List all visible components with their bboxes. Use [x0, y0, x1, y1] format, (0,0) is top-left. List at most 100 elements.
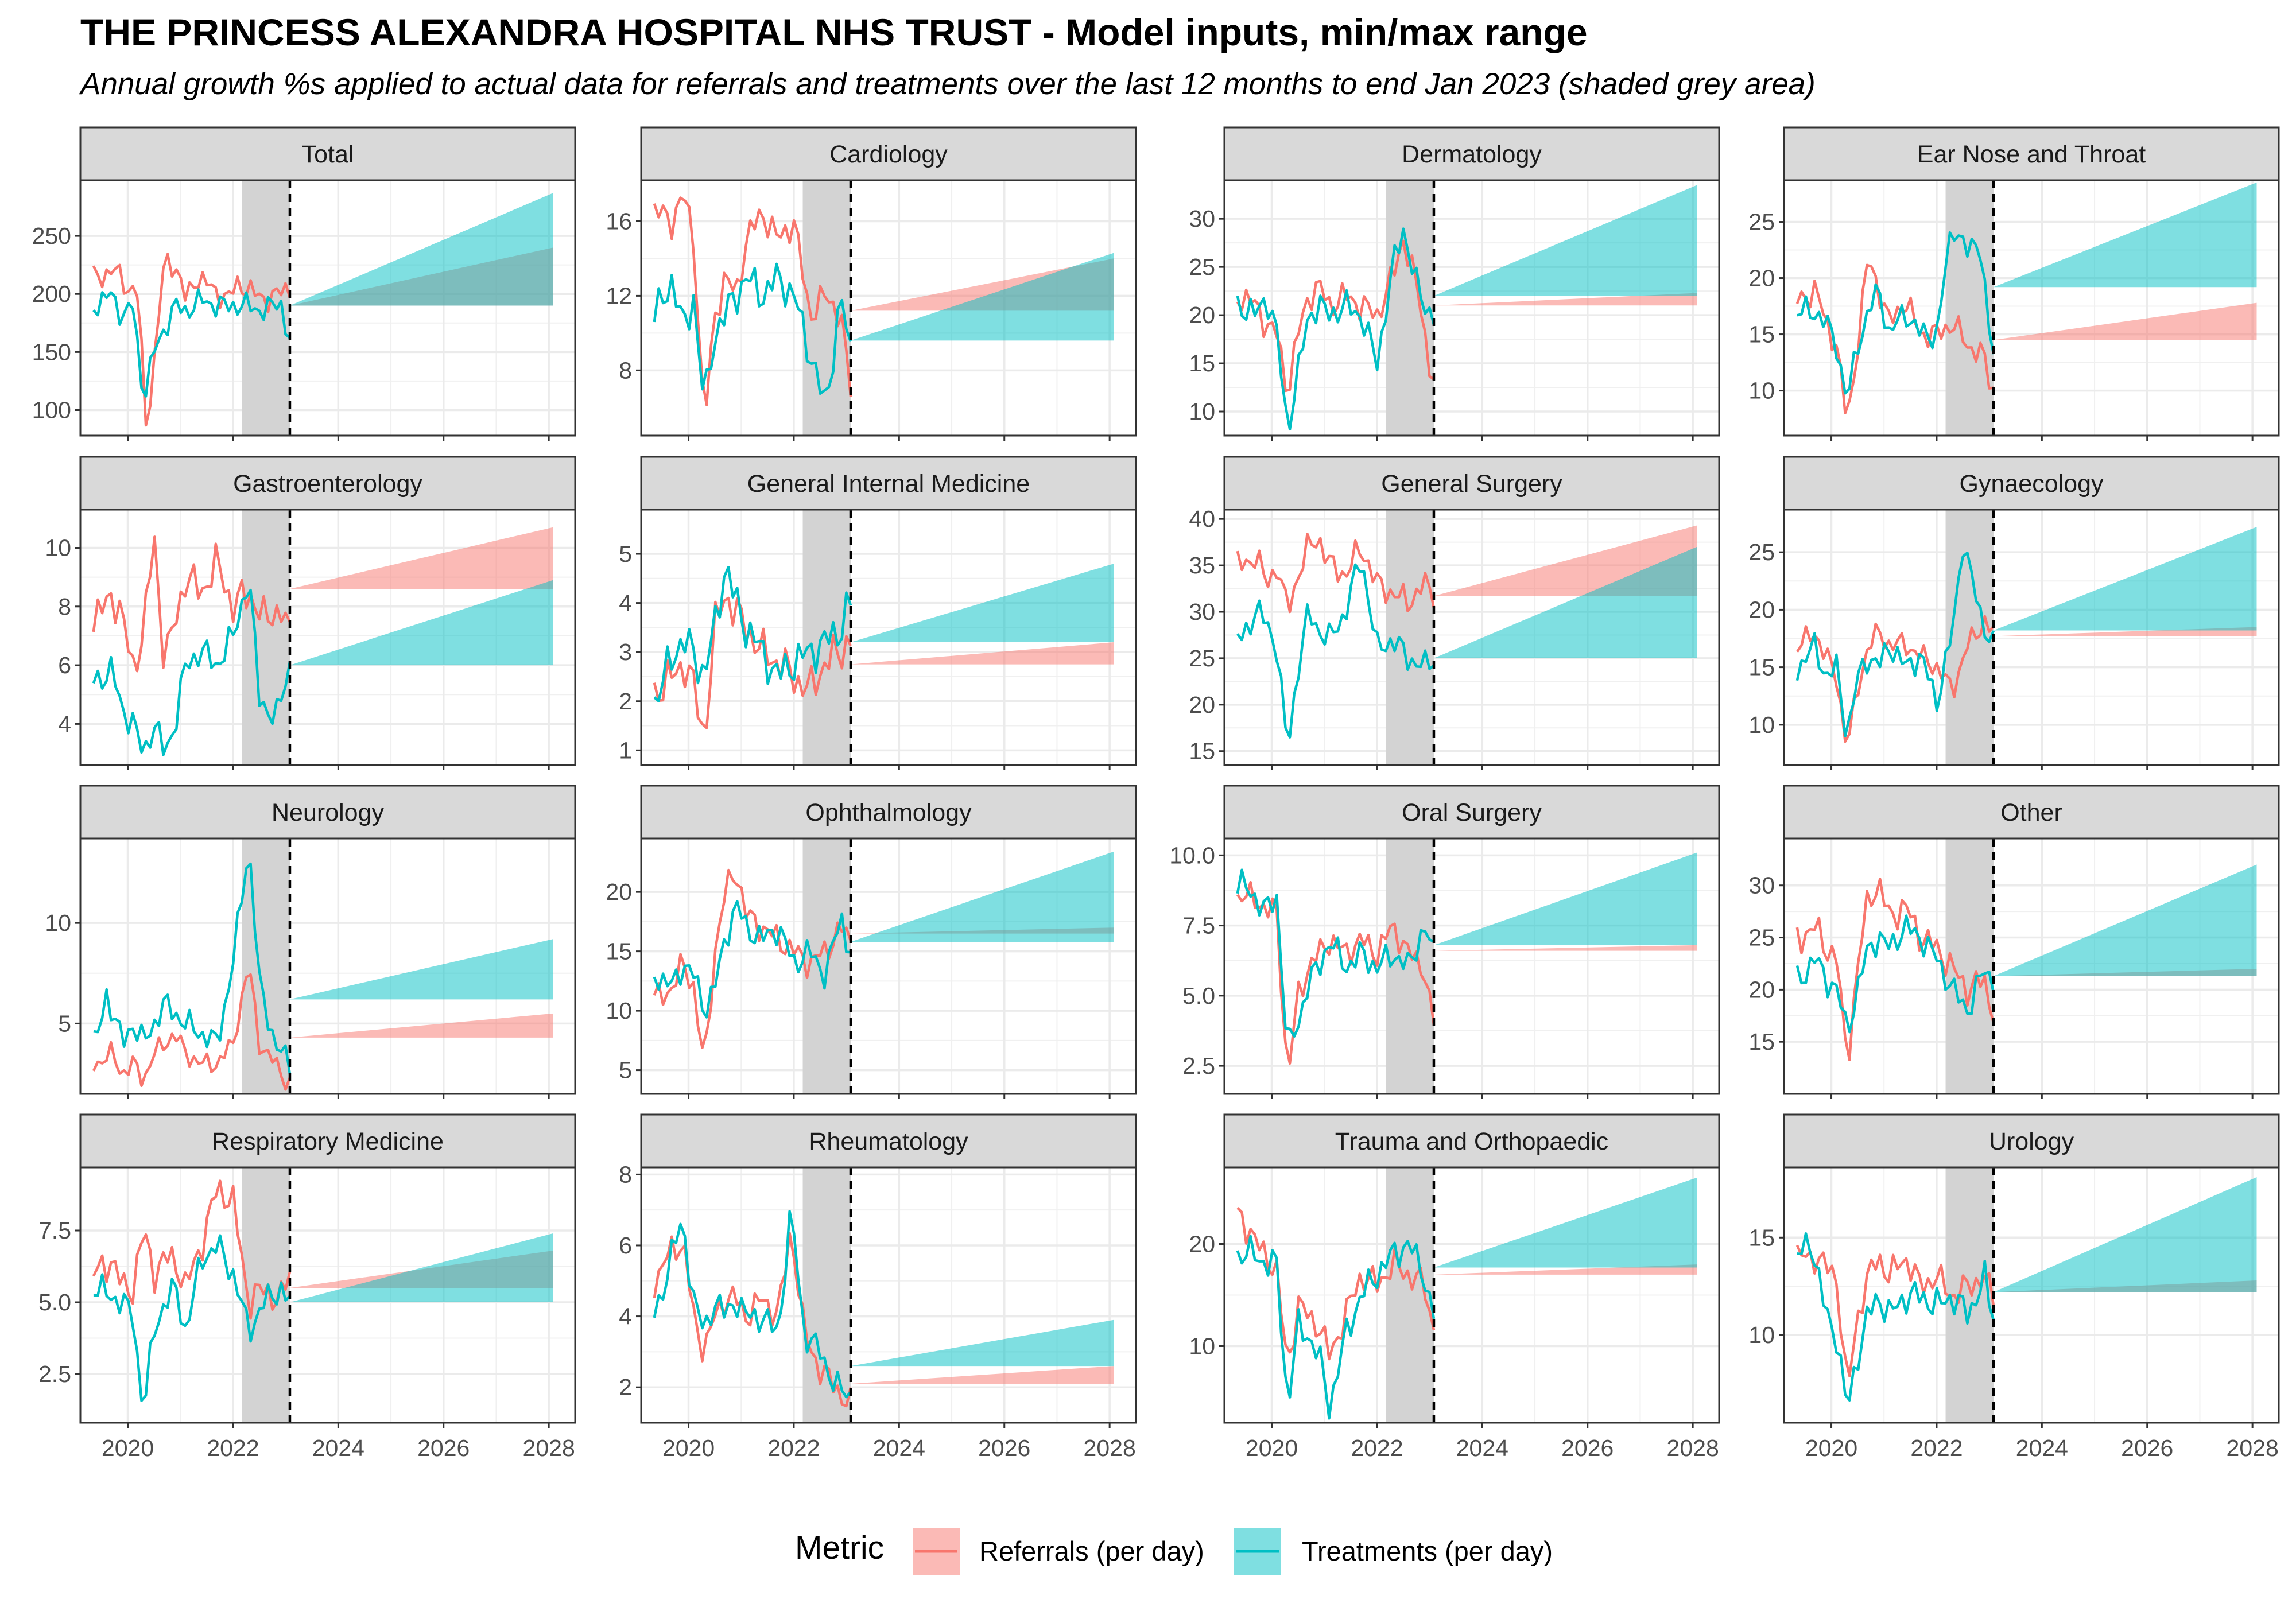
y-tick-label: 8 — [619, 1161, 632, 1187]
projection-treatments — [1433, 1177, 1697, 1268]
line-referrals — [653, 196, 852, 406]
projection-treatments — [1993, 182, 2257, 288]
y-tick-label: 25 — [1748, 209, 1775, 235]
x-tick-label: 2020 — [1805, 1435, 1857, 1461]
y-tick-label: 8 — [58, 593, 71, 620]
facet-title: Total — [302, 141, 354, 168]
y-tick-label: 12 — [606, 282, 632, 309]
line-referrals — [1795, 1244, 1995, 1377]
panel-border — [1783, 1166, 2280, 1424]
shaded-period — [1386, 510, 1434, 765]
legend-item-referrals: Referrals (per day) — [913, 1528, 1204, 1575]
y-tick-label: 2.5 — [38, 1361, 71, 1387]
shaded-period — [1945, 180, 1994, 436]
y-tick-label: 6 — [58, 652, 71, 678]
shaded-period — [1386, 180, 1434, 436]
legend-label-treatments: Treatments (per day) — [1302, 1536, 1553, 1566]
facet-strip — [1783, 126, 2280, 181]
facet-chart: Total100150200250Cardiology81216Dermatol… — [32, 126, 2280, 1461]
x-tick-label: 2026 — [1561, 1435, 1614, 1461]
facet-ophthalmology: Ophthalmology 5 10 15 20 — [606, 785, 1137, 1099]
y-tick-label: 10 — [1748, 712, 1775, 738]
y-tick-label: 25 — [1748, 539, 1775, 565]
facet-title: Oral Surgery — [1402, 799, 1542, 826]
line-referrals — [1795, 263, 1994, 415]
y-tick-label: 7.5 — [1182, 913, 1215, 939]
y-tick-label: 6 — [619, 1232, 632, 1259]
facet-title: Trauma and Orthopaedic — [1335, 1128, 1608, 1155]
facet-urology: Urology 10 15 2020 2022 2024 2026 2028 — [1748, 1113, 2280, 1461]
panel-border — [640, 837, 1137, 1095]
panel-border — [1223, 1166, 1720, 1424]
x-tick-label: 2022 — [1351, 1435, 1403, 1461]
y-tick-label: 15 — [1748, 321, 1775, 348]
projection-referrals — [289, 527, 553, 589]
y-tick-label: 30 — [1189, 599, 1215, 625]
y-tick-label: 1 — [619, 737, 632, 763]
y-tick-label: 7.5 — [38, 1217, 71, 1244]
x-tick-label: 2028 — [523, 1435, 575, 1461]
line-referrals — [92, 1179, 292, 1320]
x-tick-label: 2026 — [2121, 1435, 2173, 1461]
facet-gastroenterology: Gastroenterology 4 6 8 10 — [45, 456, 576, 770]
y-tick-label: 20 — [1189, 1231, 1215, 1257]
line-referrals — [653, 596, 852, 729]
line-treatments — [653, 262, 852, 395]
facet-title: Rheumatology — [809, 1128, 968, 1155]
y-tick-label: 8 — [619, 357, 632, 383]
y-tick-label: 3 — [619, 639, 632, 665]
line-referrals — [1795, 878, 1995, 1061]
line-referrals — [92, 973, 292, 1091]
x-tick-label: 2022 — [207, 1435, 259, 1461]
line-referrals — [1236, 532, 1436, 614]
facet-general-surgery: General Surgery 15 20 25 30 35 40 — [1189, 456, 1720, 770]
projection-treatments — [1993, 864, 2257, 976]
x-tick-label: 2020 — [102, 1435, 154, 1461]
panel-border — [1783, 179, 2280, 437]
projection-treatments — [850, 851, 1114, 942]
y-tick-label: 20 — [1748, 596, 1775, 623]
line-treatments — [92, 288, 291, 398]
shaded-period — [242, 510, 290, 765]
facet-title: Dermatology — [1402, 141, 1542, 168]
facet-title: Respiratory Medicine — [212, 1128, 444, 1155]
line-treatments — [1236, 868, 1434, 1038]
y-tick-label: 10.0 — [1169, 842, 1215, 868]
projection-referrals — [289, 1013, 553, 1038]
projection-treatments — [1433, 185, 1697, 296]
facet-strip — [640, 1113, 1137, 1169]
y-tick-label: 25 — [1748, 925, 1775, 951]
line-referrals — [92, 535, 292, 673]
legend-item-treatments: Treatments (per day) — [1234, 1528, 1553, 1575]
facet-strip — [1223, 785, 1720, 840]
panel-border — [79, 837, 576, 1095]
facet-strip — [640, 456, 1137, 511]
line-treatments — [653, 900, 851, 1019]
line-treatments — [1236, 227, 1436, 431]
facet-strip — [640, 785, 1137, 840]
facet-total: Total 100 150 200 250 — [32, 126, 576, 441]
x-tick-label: 2026 — [417, 1435, 470, 1461]
facet-strip — [79, 785, 576, 840]
facet-strip — [1223, 456, 1720, 511]
line-referrals — [1796, 615, 1995, 743]
y-tick-label: 150 — [32, 339, 71, 365]
line-treatments — [1797, 1232, 1995, 1402]
y-tick-label: 15 — [1189, 350, 1215, 376]
projection-treatments — [1993, 1177, 2257, 1292]
line-treatments — [653, 566, 852, 702]
facet-strip — [640, 126, 1137, 181]
line-treatments — [93, 862, 292, 1075]
x-tick-label: 2028 — [2227, 1435, 2279, 1461]
projection-treatments — [1433, 546, 1697, 658]
projection-treatments — [850, 1319, 1114, 1367]
y-tick-label: 2 — [619, 688, 632, 715]
facet-general-internal-medicine: General Internal Medicine 1 2 3 4 5 — [619, 456, 1137, 770]
shaded-period — [1386, 1167, 1434, 1423]
facet-title: Other — [2000, 799, 2062, 826]
panel-border — [79, 509, 576, 766]
y-tick-label: 250 — [32, 223, 71, 249]
line-treatments — [1795, 914, 1995, 1034]
facet-dermatology: Dermatology 10 15 20 25 30 — [1189, 126, 1720, 441]
y-tick-label: 10 — [1189, 398, 1215, 425]
